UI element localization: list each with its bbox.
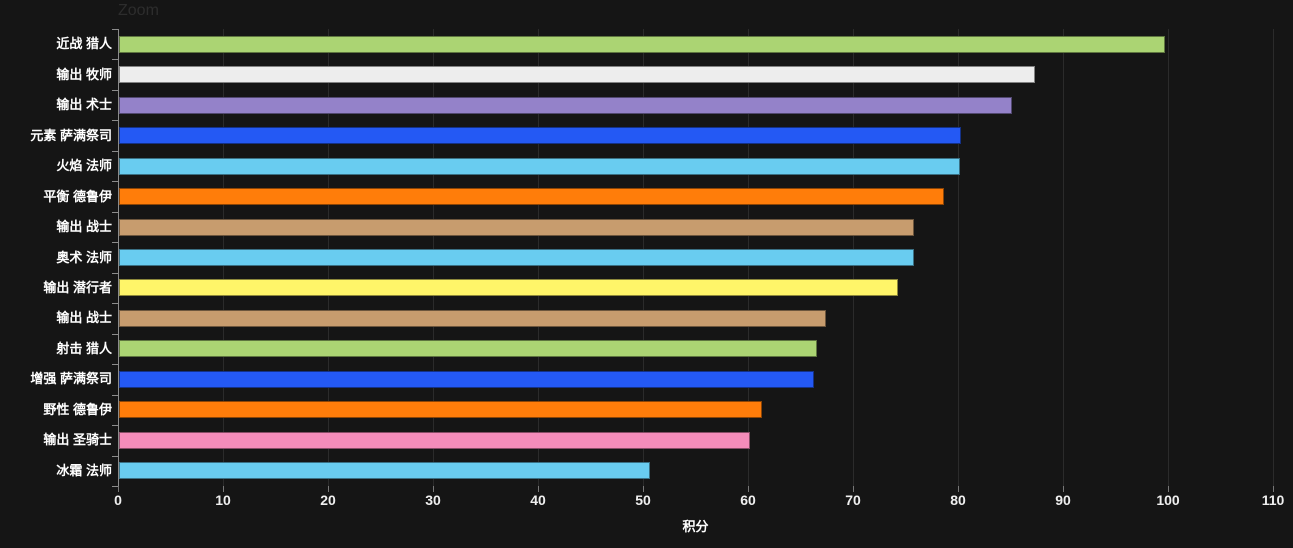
y-tick-14 <box>112 455 118 457</box>
x-tick-90 <box>1063 486 1064 492</box>
x-tick-20 <box>328 486 329 492</box>
bar-10[interactable] <box>119 340 818 358</box>
x-tick-100 <box>1168 486 1169 492</box>
category-label-2: 输出 术士 <box>56 97 112 113</box>
bar-row-11 <box>119 370 815 388</box>
bar-row-4 <box>119 157 961 175</box>
gridline-100 <box>1168 29 1169 486</box>
x-tick-label-80: 80 <box>950 492 966 508</box>
bar-row-6 <box>119 218 914 236</box>
category-label-13: 输出 圣骑士 <box>43 432 112 448</box>
category-label-5: 平衡 德鲁伊 <box>43 188 112 204</box>
x-tick-label-110: 110 <box>1261 492 1285 508</box>
x-axis-title: 积分 <box>682 519 709 534</box>
bar-4[interactable] <box>119 157 961 175</box>
bar-row-5 <box>119 188 945 206</box>
y-tick-11 <box>112 364 118 366</box>
bar-12[interactable] <box>119 401 762 419</box>
bar-row-13 <box>119 431 751 449</box>
category-label-7: 奥术 法师 <box>56 249 112 265</box>
bar-row-7 <box>119 249 914 266</box>
x-tick-label-10: 10 <box>215 492 231 508</box>
category-label-12: 野性 德鲁伊 <box>43 401 112 417</box>
zoom-label[interactable]: Zoom <box>118 2 159 19</box>
category-label-4: 火焰 法师 <box>56 158 112 174</box>
bar-row-12 <box>119 401 762 419</box>
category-label-1: 输出 牧师 <box>56 66 112 82</box>
x-tick-label-50: 50 <box>635 492 651 508</box>
y-tick-1 <box>112 59 118 61</box>
x-tick-label-70: 70 <box>845 492 861 508</box>
x-tick-70 <box>853 486 854 492</box>
y-tick-5 <box>112 181 118 183</box>
y-tick-2 <box>112 89 118 91</box>
bar-row-8 <box>119 279 899 297</box>
bar-1[interactable] <box>119 66 1035 84</box>
bar-7[interactable] <box>119 249 914 266</box>
x-tick-60 <box>748 486 749 492</box>
x-tick-110 <box>1273 486 1274 492</box>
category-label-10: 射击 猎人 <box>56 340 112 356</box>
x-tick-label-20: 20 <box>320 492 336 508</box>
x-tick-label-60: 60 <box>740 492 756 508</box>
bar-13[interactable] <box>119 431 751 449</box>
y-tick-10 <box>112 333 118 335</box>
bar-row-14 <box>119 462 651 480</box>
y-tick-6 <box>112 211 118 213</box>
x-tick-label-90: 90 <box>1055 492 1071 508</box>
category-label-6: 输出 战士 <box>56 219 112 235</box>
y-tick-9 <box>112 303 118 305</box>
bar-9[interactable] <box>119 309 826 327</box>
y-tick-4 <box>112 150 118 152</box>
bar-row-1 <box>119 66 1035 84</box>
bar-row-10 <box>119 340 818 358</box>
category-label-8: 输出 潜行者 <box>43 279 112 295</box>
bar-0[interactable] <box>119 35 1165 53</box>
bar-11[interactable] <box>119 370 815 388</box>
x-tick-label-0: 0 <box>114 492 122 508</box>
x-tick-0 <box>118 486 119 492</box>
y-tick-0 <box>112 29 118 30</box>
x-tick-50 <box>643 486 644 492</box>
category-label-11: 增强 萨满祭司 <box>30 371 112 387</box>
x-tick-label-30: 30 <box>425 492 441 508</box>
category-label-3: 元素 萨满祭司 <box>30 127 112 143</box>
bar-14[interactable] <box>119 462 651 480</box>
y-tick-12 <box>112 394 118 396</box>
plot-area <box>112 29 1274 492</box>
x-tick-40 <box>538 486 539 492</box>
gridline-90 <box>1063 29 1064 486</box>
x-tick-80 <box>958 486 959 492</box>
category-label-14: 冰霜 法师 <box>56 462 112 478</box>
bar-row-0 <box>119 35 1165 53</box>
y-axis-line <box>118 29 119 486</box>
y-tick-8 <box>112 272 118 274</box>
x-tick-label-100: 100 <box>1156 492 1180 508</box>
bar-row-3 <box>119 127 962 145</box>
bar-row-2 <box>119 96 1012 114</box>
bar-5[interactable] <box>119 188 945 206</box>
bar-3[interactable] <box>119 127 962 145</box>
x-tick-label-40: 40 <box>530 492 546 508</box>
gridline-110 <box>1273 29 1274 486</box>
category-label-0: 近战 猎人 <box>56 36 112 52</box>
x-tick-10 <box>223 486 224 492</box>
gridline-80 <box>958 29 959 486</box>
y-tick-7 <box>112 242 118 244</box>
bar-6[interactable] <box>119 218 914 236</box>
y-tick-3 <box>112 120 118 122</box>
bar-2[interactable] <box>119 96 1012 114</box>
bar-row-9 <box>119 309 826 327</box>
category-label-9: 输出 战士 <box>56 310 112 326</box>
y-tick-13 <box>112 425 118 427</box>
x-tick-30 <box>433 486 434 492</box>
bar-8[interactable] <box>119 279 899 297</box>
y-tick-15 <box>112 486 118 487</box>
